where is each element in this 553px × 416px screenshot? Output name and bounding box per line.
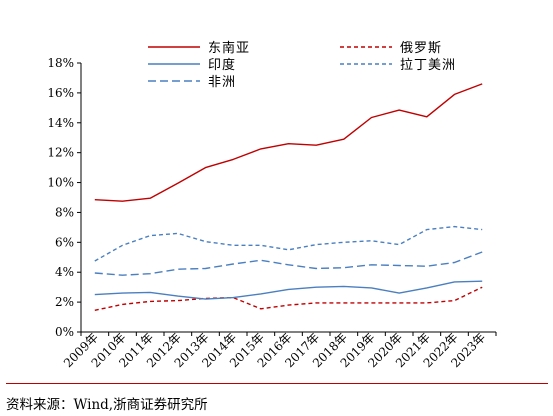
series-line (94, 251, 483, 276)
y-tick-label: 4% (55, 265, 74, 279)
legend-label: 非洲 (208, 75, 236, 90)
y-tick-label: 16% (47, 86, 74, 100)
legend-label: 印度 (208, 57, 236, 73)
y-tick-label: 10% (47, 176, 74, 190)
footer-divider (6, 383, 548, 384)
y-tick-label: 8% (55, 205, 74, 219)
legend-label: 俄罗斯 (400, 41, 442, 56)
plot-lines (94, 83, 483, 311)
y-tick-label: 0% (55, 325, 74, 339)
series-line (94, 280, 483, 300)
y-axis-ticks: 0% 2% 4% 6% 8% 10% 12% 14% 16% 18% (47, 56, 81, 339)
series-line (94, 83, 483, 202)
y-tick-label: 18% (47, 56, 74, 70)
series-line (94, 225, 483, 262)
source-note: 资料来源：Wind,浙商证券研究所 (6, 397, 208, 413)
legend-label: 拉丁美洲 (400, 58, 456, 73)
series-line (94, 286, 483, 311)
x-axis-ticks: 2009年2010年2011年2012年2013年2014年2015年2016年… (61, 330, 497, 370)
y-tick-label: 14% (47, 116, 74, 130)
axes (80, 63, 496, 333)
y-tick-label: 2% (55, 295, 74, 309)
y-tick-label: 6% (55, 235, 74, 249)
legend-label: 东南亚 (208, 40, 250, 56)
y-tick-label: 12% (47, 146, 74, 160)
